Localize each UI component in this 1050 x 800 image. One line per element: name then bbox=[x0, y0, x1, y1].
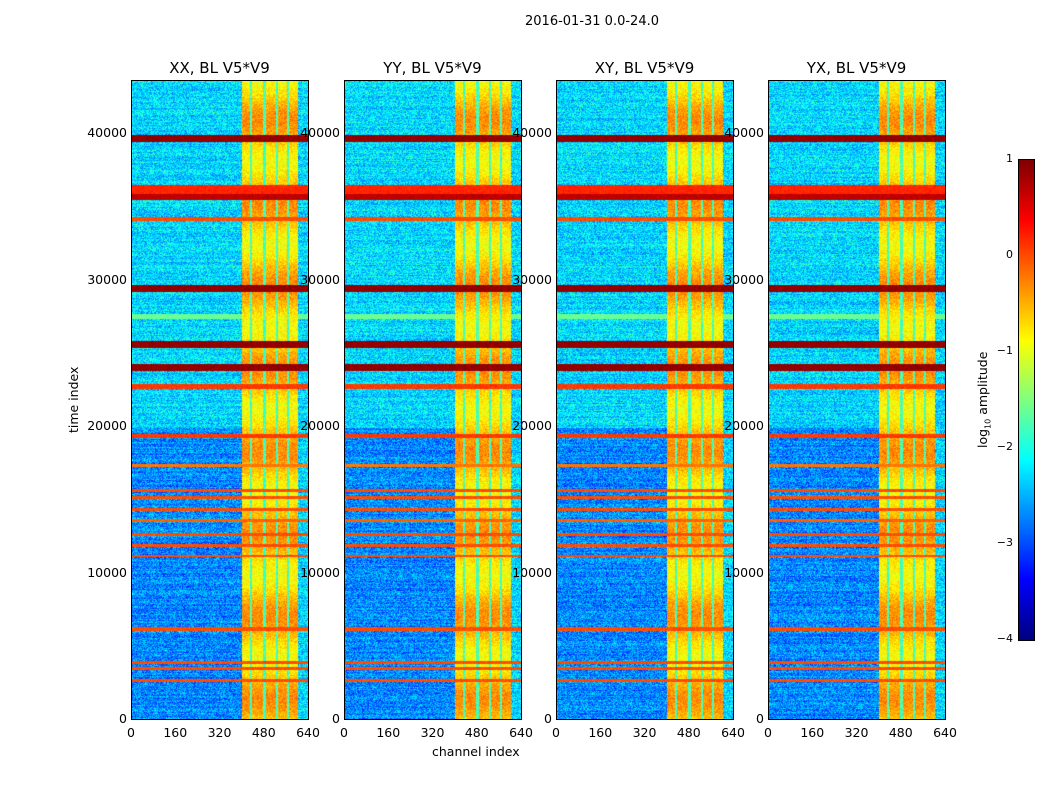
x-tick-label: 480 bbox=[464, 725, 489, 740]
panel-title: XX, BL V5*V9 bbox=[169, 59, 270, 77]
x-tick-label: 640 bbox=[721, 725, 745, 740]
x-tick-label: 160 bbox=[588, 725, 613, 740]
x-tick-label: 160 bbox=[800, 725, 825, 740]
x-tick-label: 0 bbox=[340, 725, 348, 740]
x-tick-label: 0 bbox=[764, 725, 772, 740]
x-tick-label: 480 bbox=[888, 725, 913, 740]
colorbar-tick-label: 1 bbox=[1006, 152, 1013, 165]
heatmap-panel-0 bbox=[131, 80, 309, 720]
colorbar-tick-label: −2 bbox=[996, 440, 1013, 453]
colorbar-gradient bbox=[1019, 160, 1034, 640]
x-tick-label: 0 bbox=[127, 725, 135, 740]
colorbar-tick-label: −3 bbox=[996, 536, 1013, 549]
x-tick-label: 320 bbox=[632, 725, 657, 740]
y-tick-label: 30000 bbox=[300, 271, 340, 287]
colorbar-label-log: log bbox=[975, 428, 990, 448]
x-tick-label: 320 bbox=[844, 725, 869, 740]
x-tick-label: 640 bbox=[933, 725, 957, 740]
x-axis-label: channel index bbox=[432, 744, 520, 759]
y-tick-label: 20000 bbox=[87, 418, 127, 434]
colorbar-tick-label: 0 bbox=[1006, 248, 1013, 261]
heatmap-panel-3 bbox=[768, 80, 946, 720]
colorbar bbox=[1018, 159, 1035, 641]
y-tick-label: 20000 bbox=[512, 418, 552, 434]
colorbar-label-sub: 10 bbox=[983, 418, 993, 429]
x-tick-label: 640 bbox=[296, 725, 320, 740]
heatmap-panel-1 bbox=[344, 80, 522, 720]
x-tick-label: 480 bbox=[251, 725, 276, 740]
panel-title: YY, BL V5*V9 bbox=[383, 59, 482, 77]
y-tick-label: 40000 bbox=[300, 125, 340, 141]
y-tick-label: 10000 bbox=[512, 564, 552, 580]
x-tick-label: 160 bbox=[376, 725, 401, 740]
colorbar-tick-label: −4 bbox=[996, 632, 1013, 645]
x-tick-label: 160 bbox=[163, 725, 188, 740]
y-tick-label: 0 bbox=[332, 711, 340, 726]
colorbar-tick-label: −1 bbox=[996, 344, 1013, 357]
x-tick-label: 640 bbox=[509, 725, 533, 740]
x-tick-label: 320 bbox=[420, 725, 445, 740]
y-tick-label: 20000 bbox=[724, 418, 764, 434]
y-tick-label: 0 bbox=[756, 711, 764, 726]
heatmap-panel-2 bbox=[556, 80, 734, 720]
y-tick-label: 40000 bbox=[724, 125, 764, 141]
figure-title: 2016-01-31 0.0-24.0 bbox=[525, 14, 659, 29]
y-tick-label: 40000 bbox=[512, 125, 552, 141]
x-tick-label: 0 bbox=[552, 725, 560, 740]
panel-title: XY, BL V5*V9 bbox=[594, 59, 695, 77]
y-tick-label: 20000 bbox=[300, 418, 340, 434]
panel-title: YX, BL V5*V9 bbox=[806, 59, 907, 77]
colorbar-label: log10 amplitude bbox=[975, 352, 993, 448]
y-tick-label: 10000 bbox=[300, 564, 340, 580]
y-tick-label: 0 bbox=[119, 711, 127, 726]
y-tick-label: 30000 bbox=[87, 271, 127, 287]
y-axis-label: time index bbox=[66, 366, 81, 433]
y-tick-label: 0 bbox=[544, 711, 552, 726]
y-tick-label: 40000 bbox=[87, 125, 127, 141]
colorbar-label-rest: amplitude bbox=[975, 351, 990, 419]
x-tick-label: 480 bbox=[676, 725, 701, 740]
x-tick-label: 320 bbox=[207, 725, 232, 740]
heatmap-image bbox=[345, 81, 521, 719]
y-tick-label: 30000 bbox=[724, 271, 764, 287]
y-tick-label: 30000 bbox=[512, 271, 552, 287]
y-tick-label: 10000 bbox=[87, 564, 127, 580]
heatmap-image bbox=[769, 81, 945, 719]
y-tick-label: 10000 bbox=[724, 564, 764, 580]
heatmap-image bbox=[557, 81, 733, 719]
heatmap-image bbox=[132, 81, 308, 719]
